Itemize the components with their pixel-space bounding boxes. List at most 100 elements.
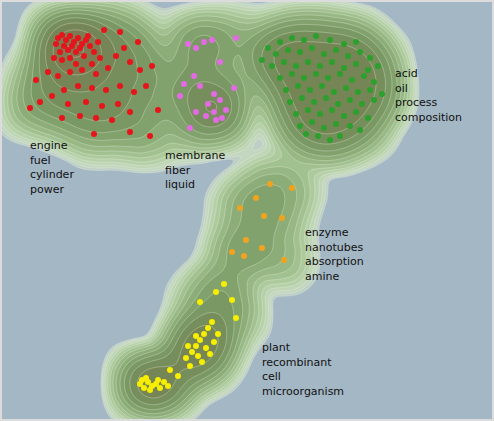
point (243, 237, 249, 243)
point (329, 59, 335, 65)
point (105, 65, 111, 71)
point (343, 85, 349, 91)
cluster-term: power (30, 183, 64, 196)
plot-area (0, 0, 419, 421)
point (211, 91, 217, 97)
point (341, 113, 347, 119)
point (89, 61, 95, 67)
point (313, 33, 319, 39)
point (365, 67, 371, 73)
point (167, 367, 173, 373)
point (51, 55, 57, 61)
point (141, 385, 147, 391)
point (301, 75, 307, 81)
cluster-term: microorganism (262, 385, 344, 398)
density-contour (17, 7, 401, 417)
cluster-term: membrane (165, 149, 225, 162)
point (335, 101, 341, 107)
cluster-term: engine (30, 139, 68, 152)
point (187, 363, 193, 369)
point (289, 185, 295, 191)
point (91, 49, 97, 55)
point (261, 213, 267, 219)
point (59, 115, 65, 121)
point (357, 127, 363, 133)
point (191, 73, 197, 79)
point (347, 123, 353, 129)
chart: enginefuelcylinderpowermembranefiberliqu… (0, 0, 494, 421)
cluster-term: cylinder (30, 168, 74, 181)
point (77, 45, 83, 51)
point (149, 63, 155, 69)
cluster-term: plant (262, 341, 291, 354)
point (371, 97, 377, 103)
point (371, 79, 377, 85)
point (189, 349, 195, 355)
point (187, 125, 193, 131)
point (193, 45, 199, 51)
point (319, 83, 325, 89)
point (69, 43, 75, 49)
cluster-term: oil (395, 82, 408, 95)
point (229, 297, 235, 303)
cluster-term: liquid (165, 178, 195, 191)
point (201, 39, 207, 45)
point (147, 387, 153, 393)
point (67, 69, 73, 75)
point (143, 83, 149, 89)
cluster-term: enzyme (305, 226, 349, 239)
point (157, 385, 163, 391)
point-series (229, 181, 295, 263)
point (321, 51, 327, 57)
point (95, 39, 101, 45)
point (127, 129, 133, 135)
point (365, 115, 371, 121)
point (233, 315, 239, 321)
point (281, 59, 287, 65)
point (207, 351, 213, 357)
point (331, 89, 337, 95)
cluster-term: acid (395, 67, 418, 80)
point (265, 45, 271, 51)
point (215, 331, 221, 337)
point (195, 353, 201, 359)
density-landscape (0, 0, 419, 421)
point (241, 253, 247, 259)
point (295, 83, 301, 89)
point (333, 121, 339, 127)
point (193, 333, 199, 339)
point (317, 111, 323, 117)
point (57, 49, 63, 55)
point (203, 345, 209, 351)
point (223, 107, 229, 113)
point (109, 117, 115, 123)
point (213, 117, 219, 123)
point (33, 77, 39, 83)
point (155, 377, 161, 383)
point (307, 87, 313, 93)
point (91, 131, 97, 137)
density-contour (45, 23, 376, 398)
point (205, 325, 211, 331)
density-contour (23, 10, 397, 414)
point (101, 27, 107, 33)
point (345, 53, 351, 59)
point (205, 101, 211, 107)
cluster-term: fuel (30, 154, 51, 167)
point (55, 73, 61, 79)
point (367, 87, 373, 93)
point (147, 133, 153, 139)
point (253, 195, 259, 201)
point (97, 55, 103, 61)
point (289, 71, 295, 77)
point (209, 319, 215, 325)
point (337, 71, 343, 77)
point (65, 101, 71, 107)
cluster-term: amine (305, 270, 339, 283)
point (323, 95, 329, 101)
point (211, 109, 217, 115)
density-contour (4, 0, 411, 421)
density-contour (0, 0, 417, 421)
point (193, 109, 199, 115)
point (327, 137, 333, 143)
